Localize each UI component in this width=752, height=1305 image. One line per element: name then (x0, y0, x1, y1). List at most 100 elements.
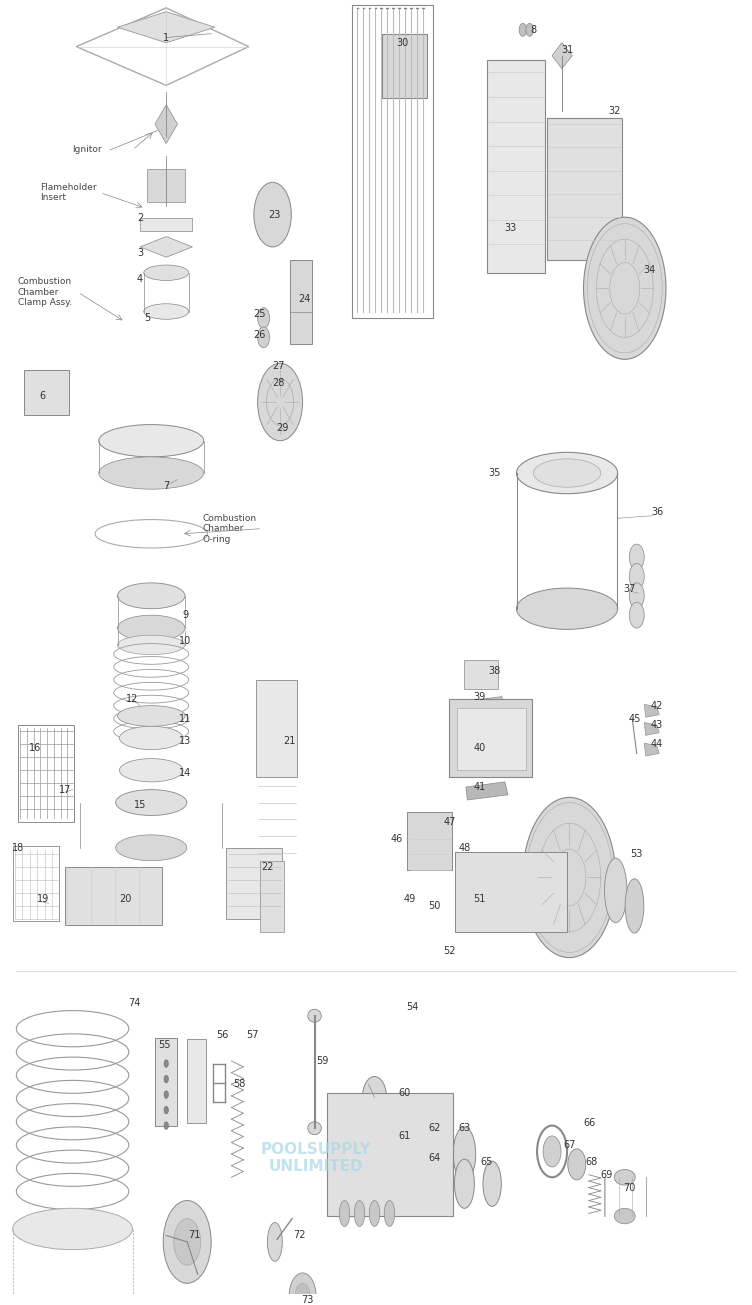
Circle shape (174, 1219, 201, 1265)
Circle shape (523, 797, 616, 958)
Circle shape (429, 1111, 444, 1135)
Ellipse shape (384, 1201, 395, 1227)
Text: 26: 26 (253, 330, 266, 339)
Polygon shape (552, 43, 572, 69)
Text: 9: 9 (182, 611, 188, 620)
Text: 47: 47 (443, 817, 456, 827)
Circle shape (629, 564, 644, 590)
Circle shape (584, 217, 666, 359)
Text: 38: 38 (488, 666, 501, 676)
Polygon shape (462, 697, 505, 715)
Ellipse shape (120, 727, 183, 749)
Ellipse shape (625, 878, 644, 933)
Text: 32: 32 (608, 106, 620, 116)
Polygon shape (140, 218, 193, 231)
Ellipse shape (339, 1201, 350, 1227)
Circle shape (295, 1283, 310, 1305)
Ellipse shape (13, 1208, 132, 1250)
Text: 74: 74 (129, 998, 141, 1007)
FancyBboxPatch shape (487, 60, 545, 273)
Text: 64: 64 (429, 1152, 441, 1163)
Circle shape (289, 1272, 316, 1305)
FancyBboxPatch shape (408, 812, 453, 869)
Text: 52: 52 (443, 946, 456, 957)
FancyBboxPatch shape (187, 1039, 206, 1124)
Text: 39: 39 (473, 692, 486, 702)
Circle shape (519, 23, 526, 37)
Text: 23: 23 (268, 210, 281, 219)
Text: 33: 33 (505, 223, 517, 232)
Text: 37: 37 (623, 585, 635, 594)
Circle shape (629, 603, 644, 628)
FancyBboxPatch shape (290, 260, 312, 343)
Circle shape (164, 1107, 168, 1114)
Text: 29: 29 (276, 423, 289, 433)
Ellipse shape (453, 1128, 476, 1181)
Circle shape (526, 23, 533, 37)
Ellipse shape (117, 636, 185, 655)
Circle shape (568, 1148, 586, 1180)
FancyBboxPatch shape (65, 867, 162, 925)
Text: 73: 73 (301, 1295, 314, 1305)
Text: 65: 65 (481, 1156, 493, 1167)
Text: 4: 4 (137, 274, 143, 284)
Ellipse shape (533, 459, 601, 487)
Text: 18: 18 (12, 843, 24, 852)
Text: 30: 30 (396, 38, 408, 48)
Text: 3: 3 (137, 248, 143, 258)
Polygon shape (644, 743, 660, 756)
Text: Combustion
Chamber
O-ring: Combustion Chamber O-ring (202, 514, 256, 543)
Circle shape (405, 1141, 420, 1167)
Text: 55: 55 (159, 1040, 171, 1051)
Text: 49: 49 (404, 894, 416, 904)
Circle shape (405, 1111, 420, 1135)
Text: 62: 62 (428, 1124, 441, 1133)
Text: 13: 13 (179, 736, 191, 745)
Text: 20: 20 (119, 894, 131, 904)
Text: 71: 71 (189, 1231, 201, 1241)
Ellipse shape (117, 615, 185, 641)
Text: 24: 24 (299, 294, 311, 304)
Ellipse shape (116, 790, 186, 816)
Ellipse shape (605, 859, 627, 923)
Text: 11: 11 (179, 714, 191, 723)
Circle shape (254, 183, 291, 247)
Circle shape (629, 583, 644, 608)
Circle shape (362, 1077, 387, 1118)
Polygon shape (466, 782, 508, 800)
Text: 6: 6 (40, 390, 46, 401)
Ellipse shape (99, 424, 204, 457)
Ellipse shape (117, 706, 185, 727)
Text: 19: 19 (36, 894, 49, 904)
Ellipse shape (116, 835, 186, 861)
Ellipse shape (369, 1201, 380, 1227)
Text: 14: 14 (179, 767, 191, 778)
Text: 40: 40 (473, 744, 486, 753)
FancyBboxPatch shape (465, 660, 498, 689)
FancyBboxPatch shape (226, 848, 282, 919)
Circle shape (164, 1122, 168, 1130)
Polygon shape (644, 705, 660, 718)
Ellipse shape (308, 1009, 321, 1022)
FancyBboxPatch shape (327, 1094, 453, 1216)
FancyBboxPatch shape (155, 1037, 177, 1126)
Ellipse shape (120, 758, 183, 782)
Text: 56: 56 (217, 1030, 229, 1040)
FancyBboxPatch shape (256, 680, 297, 776)
FancyBboxPatch shape (260, 861, 284, 932)
Text: 2: 2 (137, 214, 143, 223)
Circle shape (258, 363, 302, 441)
Text: 59: 59 (316, 1056, 328, 1066)
Text: 53: 53 (630, 850, 643, 859)
Circle shape (629, 544, 644, 570)
Text: 17: 17 (59, 784, 71, 795)
Text: 7: 7 (163, 482, 169, 491)
FancyBboxPatch shape (24, 369, 69, 415)
Text: 46: 46 (391, 834, 403, 844)
Text: 58: 58 (233, 1079, 246, 1090)
Text: 36: 36 (650, 506, 663, 517)
Text: 34: 34 (644, 265, 656, 275)
Text: Ignitor: Ignitor (72, 145, 102, 154)
Text: 68: 68 (586, 1156, 598, 1167)
Text: 63: 63 (458, 1124, 471, 1133)
